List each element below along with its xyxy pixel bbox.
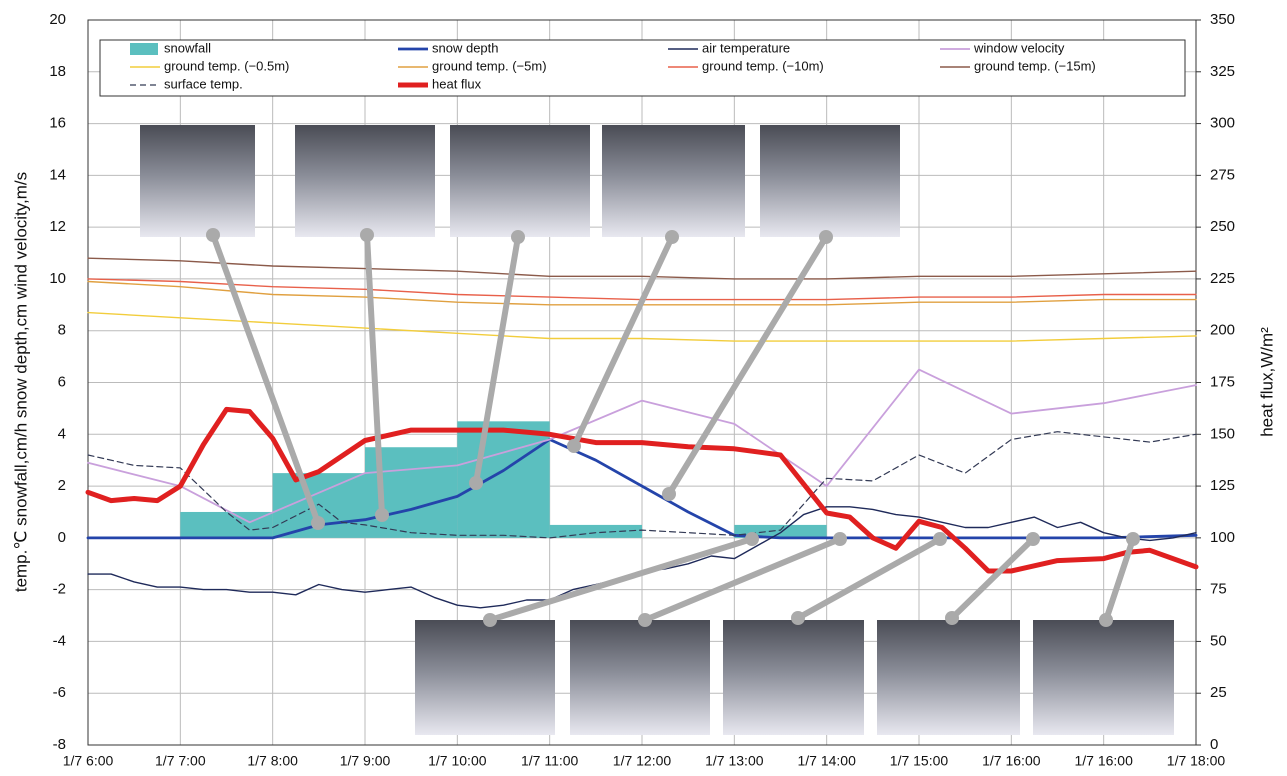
connector-dot xyxy=(483,613,497,627)
connector-dot xyxy=(567,439,581,453)
y-tick-label: -6 xyxy=(53,684,66,701)
y2-tick-label: 0 xyxy=(1210,736,1218,753)
y2-tick-label: 200 xyxy=(1210,322,1235,339)
legend-label: snowfall xyxy=(164,40,211,55)
connector-dot xyxy=(662,487,676,501)
photo xyxy=(602,125,745,237)
y2-tick-label: 225 xyxy=(1210,270,1235,287)
connector xyxy=(1106,539,1133,620)
legend-label: snow depth xyxy=(432,40,499,55)
connector-dot xyxy=(638,613,652,627)
y-tick-label: 8 xyxy=(58,322,66,339)
y-tick-label: 0 xyxy=(58,529,66,546)
legend-label: ground temp. (−5m) xyxy=(432,58,547,73)
connector xyxy=(490,539,752,620)
y2-tick-label: 25 xyxy=(1210,684,1227,701)
y-tick-label: -2 xyxy=(53,581,66,598)
legend-label: ground temp. (−0.5m) xyxy=(164,58,289,73)
page: {"chart_data": { "type": "line", "y_labe… xyxy=(0,0,1287,776)
y2-tick-label: 275 xyxy=(1210,166,1235,183)
connector-dot xyxy=(791,611,805,625)
y-tick-label: 16 xyxy=(49,115,66,132)
connector-dot xyxy=(1026,532,1040,546)
y-tick-label: 2 xyxy=(58,477,66,494)
connector-dot xyxy=(665,230,679,244)
connector-dot xyxy=(206,228,220,242)
connector-dot xyxy=(945,611,959,625)
x-tick-label: 1/7 16:00 xyxy=(982,753,1041,769)
connector-dot xyxy=(360,228,374,242)
x-tick-label: 1/7 15:00 xyxy=(890,753,949,769)
connector-dot xyxy=(1126,532,1140,546)
y-tick-label: 14 xyxy=(49,166,66,183)
x-tick-label: 1/7 14:00 xyxy=(797,753,856,769)
y-tick-label: 4 xyxy=(58,425,66,442)
y2-tick-label: 250 xyxy=(1210,218,1235,235)
legend-label: ground temp. (−15m) xyxy=(974,58,1096,73)
x-tick-label: 1/7 10:00 xyxy=(428,753,487,769)
y2-tick-label: 150 xyxy=(1210,425,1235,442)
photo xyxy=(450,125,590,237)
photo xyxy=(295,125,435,237)
x-tick-label: 1/7 18:00 xyxy=(1167,753,1226,769)
y-tick-label: 10 xyxy=(49,270,66,287)
y2-tick-label: 325 xyxy=(1210,63,1235,80)
connector-dot xyxy=(819,230,833,244)
legend: snowfall snow depth air temperature window … xyxy=(100,40,1185,96)
x-tick-label: 1/7 8:00 xyxy=(247,753,298,769)
photo xyxy=(570,620,710,735)
y2-tick-label: 100 xyxy=(1210,529,1235,546)
x-tick-label: 1/7 9:00 xyxy=(340,753,391,769)
legend-label: window velocity xyxy=(973,40,1065,55)
y-tick-label: -4 xyxy=(53,632,66,649)
legend-label: surface temp. xyxy=(164,76,243,91)
photo-insets xyxy=(140,125,1174,735)
y-tick-label: 6 xyxy=(58,373,66,390)
y-tick-label: 12 xyxy=(49,218,66,235)
y-tick-label: 20 xyxy=(49,11,66,28)
snowfall-bar xyxy=(180,512,272,538)
x-tick-label: 1/7 6:00 xyxy=(63,753,114,769)
y2-tick-label: 175 xyxy=(1210,373,1235,390)
connector-dot xyxy=(469,476,483,490)
connector xyxy=(213,235,318,523)
y2-tick-label: 50 xyxy=(1210,632,1227,649)
legend-label: heat flux xyxy=(432,76,482,91)
photo xyxy=(877,620,1020,735)
x-tick-label: 1/7 11:00 xyxy=(521,753,579,769)
x-tick-label: 1/7 13:00 xyxy=(705,753,764,769)
photo xyxy=(723,620,864,735)
x-tick-label: 1/7 16:00 xyxy=(1074,753,1133,769)
connector-dot xyxy=(933,532,947,546)
y-tick-label: 18 xyxy=(49,63,66,80)
y-tick-label: -8 xyxy=(53,736,66,753)
photo xyxy=(1033,620,1174,735)
connector xyxy=(574,237,672,446)
connector-dot xyxy=(311,516,325,530)
x-tick-label: 1/7 12:00 xyxy=(613,753,672,769)
connector-dot xyxy=(511,230,525,244)
legend-label: air temperature xyxy=(702,40,790,55)
y2-tick-label: 300 xyxy=(1210,115,1235,132)
y2-axis-label: heat flux,W/m² xyxy=(1257,327,1276,437)
legend-label: ground temp. (−10m) xyxy=(702,58,824,73)
y2-tick-label: 350 xyxy=(1210,11,1235,28)
connector-dot xyxy=(375,508,389,522)
photo xyxy=(760,125,900,237)
y-axis-label: temp.℃ snowfall,cm/h snow depth,cm wind … xyxy=(11,172,30,592)
chart: -8-6-4-202468101214161820025507510012515… xyxy=(0,0,1287,776)
connector-dot xyxy=(833,532,847,546)
x-tick-label: 1/7 7:00 xyxy=(155,753,206,769)
photo xyxy=(140,125,255,237)
photo xyxy=(415,620,555,735)
connector xyxy=(669,237,826,494)
connector xyxy=(952,539,1033,618)
y2-tick-label: 75 xyxy=(1210,581,1227,598)
connector-dot xyxy=(745,532,759,546)
connector-dot xyxy=(1099,613,1113,627)
y2-tick-label: 125 xyxy=(1210,477,1235,494)
legend-swatch xyxy=(130,43,158,55)
